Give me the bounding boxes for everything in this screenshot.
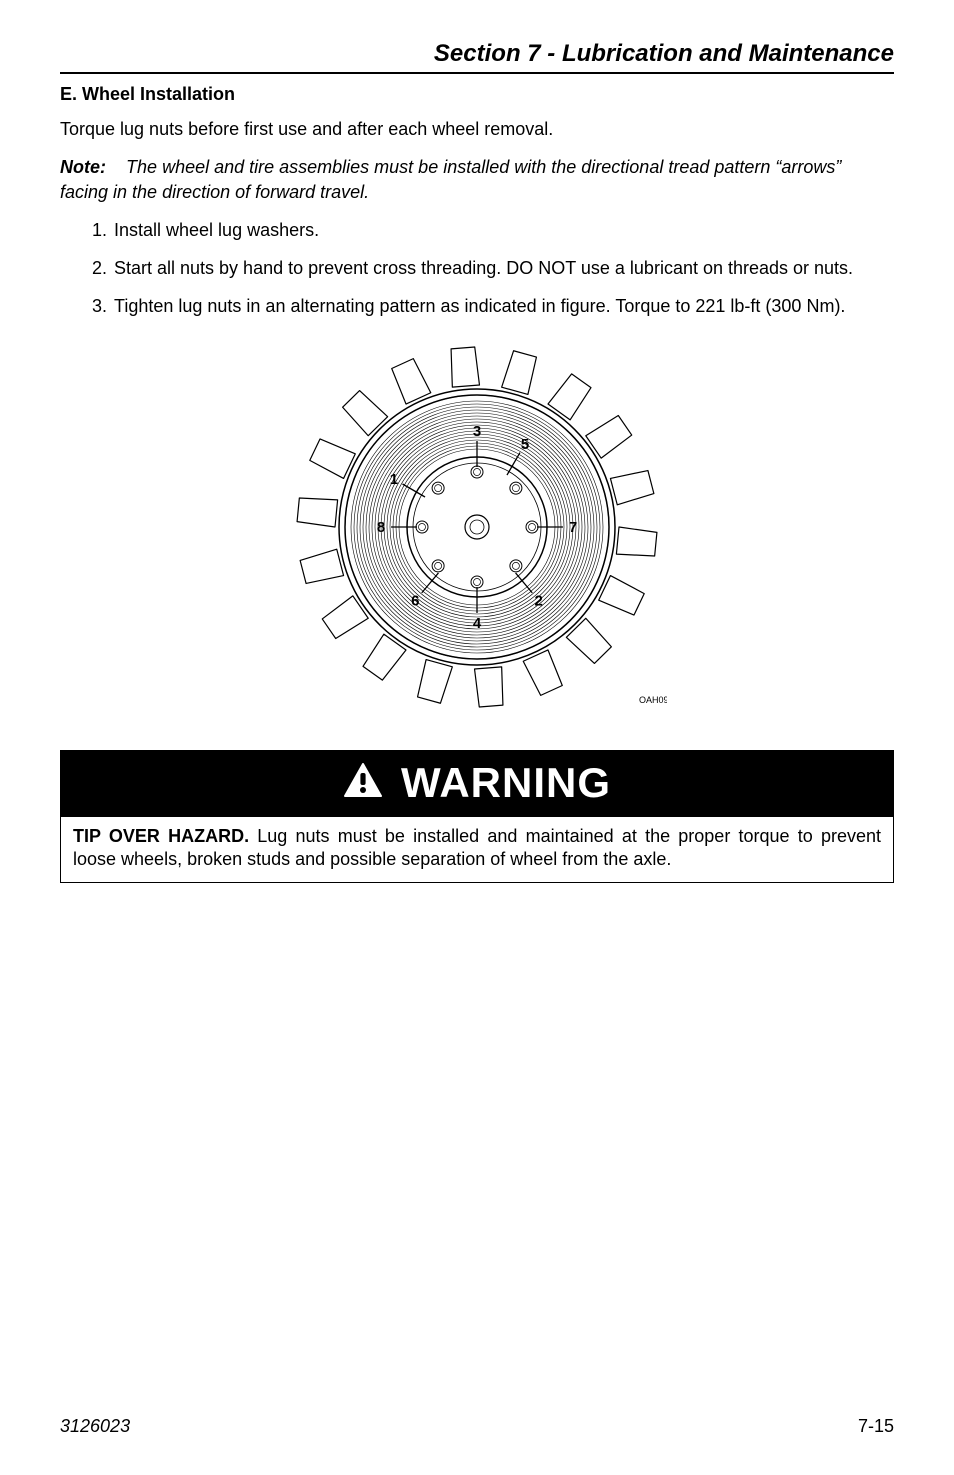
list-item: Install wheel lug washers. [112, 218, 894, 242]
list-item: Start all nuts by hand to prevent cross … [112, 256, 894, 280]
section-title: Section 7 - Lubrication and Maintenance [60, 40, 894, 68]
page-number: 7-15 [858, 1416, 894, 1437]
note-spacer [111, 157, 121, 177]
svg-text:6: 6 [411, 592, 419, 609]
note-label: Note: [60, 157, 106, 177]
svg-text:5: 5 [521, 436, 529, 453]
doc-number: 3126023 [60, 1416, 130, 1437]
warning-header-text: WARNING [401, 759, 611, 807]
svg-text:4: 4 [473, 615, 482, 632]
list-item: Tighten lug nuts in an alternating patte… [112, 294, 894, 318]
wheel-diagram-svg: 1 2 3 4 5 6 7 8 OAH0990 [287, 337, 667, 717]
svg-text:3: 3 [473, 423, 481, 440]
svg-text:8: 8 [377, 519, 385, 536]
sub-heading: E. Wheel Installation [60, 84, 894, 105]
note-paragraph: Note: The wheel and tire assemblies must… [60, 155, 894, 204]
warning-body: TIP OVER HAZARD. Lug nuts must be instal… [61, 817, 893, 882]
warning-icon [343, 762, 383, 803]
page-footer: 3126023 7-15 [60, 1416, 894, 1437]
warning-box: WARNING TIP OVER HAZARD. Lug nuts must b… [60, 750, 894, 883]
note-body: The wheel and tire assemblies must be in… [60, 157, 841, 201]
svg-text:7: 7 [569, 519, 577, 536]
intro-paragraph: Torque lug nuts before first use and aft… [60, 117, 894, 141]
svg-text:OAH0990: OAH0990 [639, 695, 667, 705]
warning-header: WARNING [61, 751, 893, 817]
warning-lead: TIP OVER HAZARD. [73, 826, 249, 846]
svg-text:1: 1 [390, 471, 398, 488]
wheel-figure: 1 2 3 4 5 6 7 8 OAH0990 [60, 337, 894, 722]
svg-text:2: 2 [535, 592, 543, 609]
steps-list: Install wheel lug washers. Start all nut… [60, 218, 894, 319]
section-header: Section 7 - Lubrication and Maintenance [60, 40, 894, 74]
